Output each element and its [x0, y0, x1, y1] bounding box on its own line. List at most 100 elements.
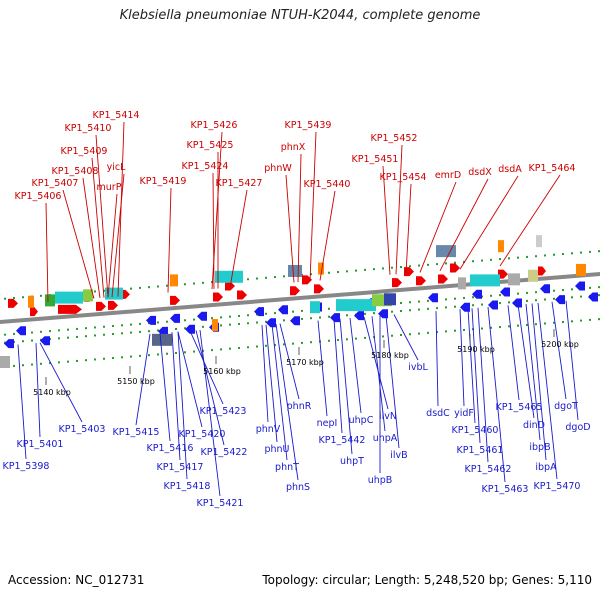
guide-dot: [553, 321, 555, 324]
guide-dot: [49, 330, 51, 333]
guide-dot: [256, 277, 258, 280]
guide-dot: [202, 349, 204, 352]
guide-dot: [481, 259, 483, 262]
guide-dot: [436, 263, 438, 266]
guide-dot: [175, 328, 177, 330]
guide-dot: [481, 303, 483, 306]
forward-gene-label: KP1_5409: [61, 146, 108, 157]
forward-gene-arrow: [538, 266, 546, 276]
guide-dot: [265, 320, 267, 323]
reverse-gene-label: uhpB: [368, 475, 393, 486]
guide-dot: [211, 317, 213, 320]
guide-dot: [400, 266, 402, 268]
reverse-gene-arrow: [460, 302, 470, 312]
guide-dot: [31, 331, 33, 334]
guide-dot: [283, 319, 285, 322]
guide-dot: [265, 312, 267, 315]
forward-label-leader: [499, 174, 561, 267]
guide-dot: [310, 273, 312, 276]
guide-dot: [301, 309, 303, 312]
guide-dot: [364, 312, 366, 315]
reverse-gene-arrow: [170, 313, 180, 323]
forward-gene-label: KP1_5439: [285, 120, 332, 131]
guide-dot: [535, 299, 537, 302]
guide-dot: [130, 331, 132, 334]
kbp-scale-label: 5190 kbp: [457, 345, 495, 354]
guide-dot: [400, 334, 402, 336]
guide-dot: [346, 314, 348, 317]
kbp-scale-label: 5150 kbp: [117, 377, 155, 386]
reverse-gene-label: KP1_5462: [465, 464, 512, 475]
guide-dot: [193, 318, 195, 321]
forward-gene-label: KP1_5408: [52, 166, 99, 177]
guide-dot: [445, 330, 447, 333]
forward-gene-arrow: [416, 276, 426, 286]
guide-dot: [112, 357, 114, 360]
guide-dot: [553, 297, 555, 300]
reverse-label-leader: [135, 333, 151, 426]
reverse-gene-label: ivbL: [408, 362, 428, 373]
guide-dot: [499, 302, 501, 305]
guide-dot: [40, 330, 42, 333]
guide-dot: [220, 324, 222, 327]
feature-box: [170, 274, 178, 287]
guide-dot: [184, 283, 186, 286]
guide-dot: [274, 312, 276, 315]
guide-dot: [247, 278, 249, 281]
reverse-label-leader: [471, 308, 481, 444]
guide-dot: [67, 336, 69, 339]
guide-dot: [409, 309, 411, 312]
guide-dot: [121, 324, 123, 327]
guide-dot: [544, 254, 546, 257]
kbp-scale-label: 5170 kbp: [286, 358, 324, 367]
reverse-gene-label: uhpC: [349, 415, 374, 426]
forward-label-leader: [82, 177, 101, 299]
reverse-gene-arrow: [158, 326, 168, 336]
guide-dot: [166, 320, 168, 323]
guide-dot: [238, 322, 240, 325]
guide-dot: [391, 266, 393, 269]
forward-gene-label: KP1_5410: [65, 123, 112, 134]
reverse-label-leader: [39, 342, 83, 423]
guide-dot: [157, 321, 159, 324]
forward-label-leader: [439, 178, 489, 272]
forward-gene-label: KP1_5424: [182, 161, 229, 172]
guide-dot: [598, 318, 600, 321]
reverse-label-leader: [349, 317, 362, 414]
guide-dot: [364, 268, 366, 271]
guide-dot: [85, 327, 87, 330]
guide-dot: [499, 258, 501, 261]
forward-gene-label: KP1_5414: [93, 110, 140, 121]
guide-dot: [85, 335, 87, 338]
feature-box: [508, 273, 520, 286]
guide-dot: [418, 308, 420, 311]
forward-gene-arrow: [170, 295, 180, 305]
guide-dot: [58, 361, 60, 364]
guide-dot: [400, 302, 402, 304]
guide-dot: [175, 352, 177, 354]
reverse-label-leader: [271, 324, 288, 461]
guide-dot: [76, 335, 78, 338]
guide-dot: [121, 356, 123, 359]
guide-dot: [103, 289, 105, 292]
reverse-gene-label: dgoD: [565, 422, 590, 433]
guide-dot: [445, 298, 447, 301]
forward-label-leader: [405, 183, 412, 274]
guide-dot: [337, 271, 339, 274]
feature-box: [28, 295, 34, 308]
guide-dot: [400, 310, 402, 312]
guide-dot: [517, 292, 519, 295]
guide-dot: [139, 354, 141, 357]
guide-dot: [472, 296, 474, 299]
guide-dot: [139, 330, 141, 333]
guide-dot: [562, 253, 564, 256]
reverse-label-leader: [171, 332, 181, 461]
reverse-gene-label: KP1_5423: [200, 406, 247, 417]
reverse-gene-label: uhpA: [373, 433, 398, 444]
guide-dot: [58, 337, 60, 340]
guide-dot: [508, 301, 510, 304]
guide-dot: [517, 256, 519, 259]
guide-dot: [427, 263, 429, 266]
guide-dot: [580, 295, 582, 298]
reverse-gene-arrow: [500, 287, 510, 297]
